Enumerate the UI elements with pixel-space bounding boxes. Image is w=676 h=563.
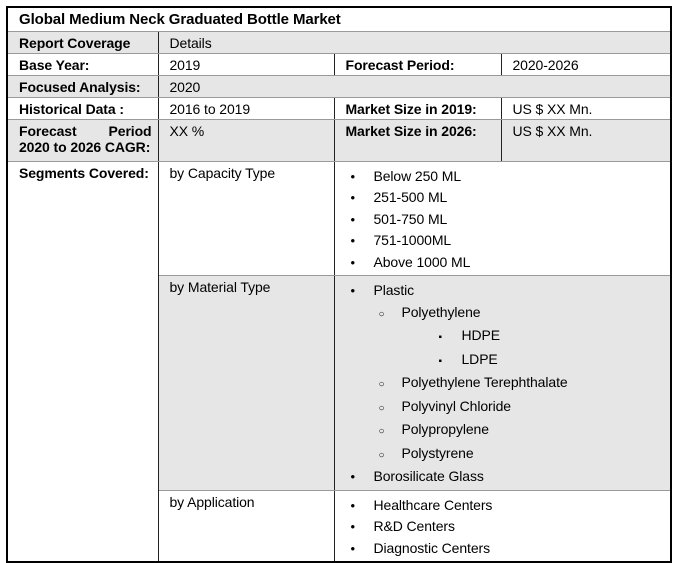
forecast-period-value: 2020-2026 bbox=[500, 52, 672, 76]
cagr-label: Forecast Period 2020 to 2026 CAGR: bbox=[6, 118, 159, 162]
segment-list-capacity-cell: • Below 250 ML • 251-500 ML • 501-750 ML • 751-… bbox=[333, 160, 672, 276]
list-item: • Borosilicate Glass bbox=[346, 466, 665, 488]
application-list: • Healthcare Centers • R&D Centers • Diagnost… bbox=[346, 494, 665, 560]
list-item-text: R&D Centers bbox=[373, 518, 455, 534]
list-item: ○ Polyvinyl Chloride bbox=[346, 396, 665, 420]
bullet-circle-icon: ○ bbox=[378, 402, 385, 414]
bullet-disc-icon: • bbox=[350, 190, 356, 205]
table-row-historical-data: Historical Data : 2016 to 2019 Market Si… bbox=[6, 96, 672, 120]
bullet-disc-icon: • bbox=[350, 283, 356, 298]
bullet-circle-icon: ○ bbox=[378, 426, 385, 437]
list-item: • R&D Centers bbox=[346, 516, 665, 538]
list-item-text: Polystyrene bbox=[401, 444, 474, 461]
table-row-title: Global Medium Neck Graduated Bottle Mark… bbox=[6, 6, 672, 32]
list-item: • Below 250 ML bbox=[346, 166, 665, 188]
bullet-circle-icon: ○ bbox=[378, 449, 385, 461]
list-item: • Diagnostic Centers bbox=[346, 538, 665, 560]
list-item-text: 501-750 ML bbox=[373, 210, 448, 227]
focused-analysis-label: Focused Analysis: bbox=[6, 74, 159, 98]
list-item: ○ Polypropylene bbox=[346, 419, 665, 443]
list-item-text: LDPE bbox=[461, 350, 498, 367]
bullet-circle-icon: ○ bbox=[378, 379, 385, 390]
bullet-square-icon: ▪ bbox=[438, 355, 443, 367]
segment-list-material-cell: • Plastic ○ Polyethylene ▪ HDPE ▪ LDPE ○ Polyethy… bbox=[333, 275, 672, 491]
list-item: ▪ HDPE bbox=[346, 325, 665, 349]
table-row-cagr: Forecast Period 2020 to 2026 CAGR: XX % … bbox=[6, 118, 672, 162]
list-item: ○ Polystyrene bbox=[346, 443, 665, 467]
segment-group-material-type: by Material Type bbox=[157, 275, 335, 491]
market-size-2026-value: US $ XX Mn. bbox=[500, 118, 672, 162]
list-item-text: HDPE bbox=[461, 327, 501, 343]
bullet-square-icon: ▪ bbox=[438, 332, 443, 343]
bullet-disc-icon: • bbox=[350, 540, 356, 556]
list-item: • 751-1000ML bbox=[346, 230, 665, 252]
capacity-type-list: • Below 250 ML • 251-500 ML • 501-750 ML • 751-… bbox=[346, 165, 665, 274]
bullet-disc-icon: • bbox=[350, 469, 356, 484]
bullet-disc-icon: • bbox=[350, 233, 356, 248]
list-item-text: Below 250 ML bbox=[373, 167, 462, 184]
list-item-text: Polypropylene bbox=[401, 421, 490, 437]
list-item: ▪ LDPE bbox=[346, 349, 665, 373]
list-item-text: Plastic bbox=[373, 282, 415, 298]
bullet-disc-icon: • bbox=[350, 211, 356, 227]
market-size-2026-label: Market Size in 2026: bbox=[333, 118, 502, 162]
table-title: Global Medium Neck Graduated Bottle Mark… bbox=[6, 6, 672, 32]
focused-analysis-value: 2020 bbox=[157, 74, 672, 98]
segment-list-application-cell: • Healthcare Centers • R&D Centers • Diagnost… bbox=[333, 489, 672, 563]
forecast-period-label: Forecast Period: bbox=[333, 52, 502, 76]
table-row-base-year: Base Year: 2019 Forecast Period: 2020-20… bbox=[6, 52, 672, 76]
table-row-report-coverage: Report Coverage Details bbox=[6, 30, 672, 54]
list-item-text: Polyethylene bbox=[401, 303, 481, 320]
table-row-segments-material: by Material Type • Plastic ○ Polyethylene ▪ H… bbox=[7, 275, 672, 491]
market-size-2019-label: Market Size in 2019: bbox=[333, 96, 502, 120]
report-coverage-label: Report Coverage bbox=[6, 30, 159, 54]
table-row-focused-analysis: Focused Analysis: 2020 bbox=[6, 74, 672, 98]
list-item: • 251-500 ML bbox=[346, 187, 665, 209]
report-coverage-table: Global Medium Neck Graduated Bottle Mark… bbox=[6, 6, 673, 563]
cagr-value: XX % bbox=[157, 118, 335, 162]
base-year-value: 2019 bbox=[157, 52, 335, 76]
historical-data-label: Historical Data : bbox=[6, 96, 159, 120]
list-item-text: Polyvinyl Chloride bbox=[401, 397, 512, 414]
list-item: • 501-750 ML bbox=[346, 209, 665, 231]
segment-group-capacity-type: by Capacity Type bbox=[157, 160, 335, 276]
list-item-text: 251-500 ML bbox=[373, 189, 448, 205]
page: Global Medium Neck Graduated Bottle Mark… bbox=[6, 6, 673, 563]
bullet-disc-icon: • bbox=[350, 254, 356, 270]
list-item-text: Above 1000 ML bbox=[373, 253, 471, 270]
list-item-text: Borosilicate Glass bbox=[373, 468, 484, 484]
material-type-list: • Plastic ○ Polyethylene ▪ HDPE ▪ LDPE ○ Polyethy… bbox=[346, 279, 665, 488]
list-item: • Above 1000 ML bbox=[346, 252, 665, 274]
bullet-disc-icon: • bbox=[350, 519, 356, 534]
report-coverage-value: Details bbox=[157, 30, 672, 54]
list-item: • Plastic bbox=[346, 280, 665, 302]
bullet-disc-icon: • bbox=[350, 497, 356, 513]
segment-group-application: by Application bbox=[157, 489, 335, 563]
bullet-disc-icon: • bbox=[350, 168, 356, 184]
segments-covered-label: Segments Covered: bbox=[6, 160, 159, 563]
bullet-circle-icon: ○ bbox=[378, 308, 385, 320]
list-item-text: Polyethylene Terephthalate bbox=[401, 374, 568, 390]
table-row-segments-capacity: Segments Covered: by Capacity Type • Belo… bbox=[6, 160, 672, 563]
list-item-text: Healthcare Centers bbox=[373, 496, 493, 513]
list-item: ○ Polyethylene bbox=[346, 302, 665, 326]
list-item: • Healthcare Centers bbox=[346, 495, 665, 517]
list-item-text: 751-1000ML bbox=[373, 232, 452, 248]
market-size-2019-value: US $ XX Mn. bbox=[500, 96, 672, 120]
list-item-text: Diagnostic Centers bbox=[373, 539, 491, 556]
base-year-label: Base Year: bbox=[6, 52, 159, 76]
historical-data-value: 2016 to 2019 bbox=[157, 96, 335, 120]
list-item: ○ Polyethylene Terephthalate bbox=[346, 372, 665, 396]
